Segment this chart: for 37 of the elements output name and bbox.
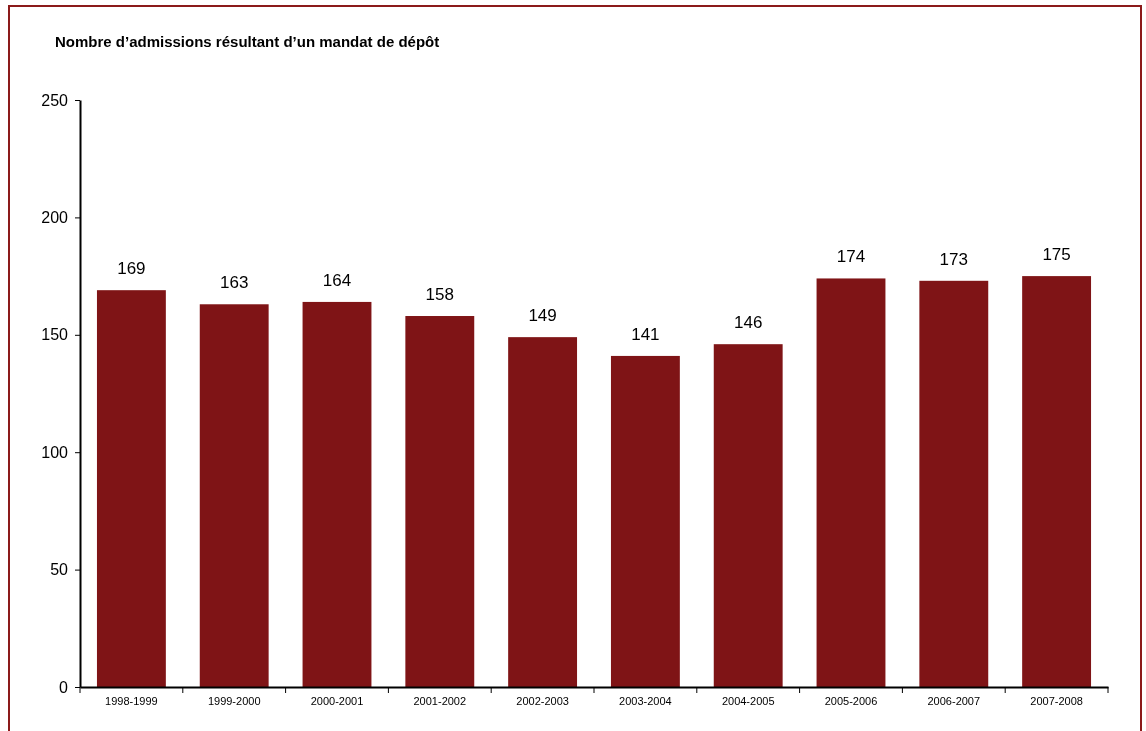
x-tick-label: 1999-2000 bbox=[207, 694, 261, 707]
bar bbox=[96, 290, 166, 687]
x-tick-label: 2000-2001 bbox=[310, 694, 364, 707]
data-label: 173 bbox=[939, 249, 968, 269]
chart-title: Nombre d’admissions résultant d’un mandat de dépôt bbox=[55, 33, 440, 50]
x-tick-label: 2005-2006 bbox=[824, 694, 878, 707]
data-label: 174 bbox=[836, 247, 866, 267]
data-label: 164 bbox=[322, 270, 352, 290]
data-label: 158 bbox=[425, 285, 454, 305]
x-tick-label: 2001-2002 bbox=[413, 694, 467, 707]
data-label: 146 bbox=[734, 313, 763, 333]
bar bbox=[508, 337, 578, 687]
y-tick-label: 0 bbox=[59, 678, 69, 696]
y-tick-label: 200 bbox=[41, 209, 69, 227]
data-label: 163 bbox=[220, 273, 249, 293]
x-tick-label: 1998-1999 bbox=[105, 694, 158, 707]
data-label: 149 bbox=[528, 306, 557, 326]
bar bbox=[816, 278, 886, 687]
y-tick-label: 150 bbox=[41, 326, 69, 344]
bar bbox=[610, 355, 680, 687]
x-tick-label: 2004-2005 bbox=[721, 694, 775, 707]
bar bbox=[405, 316, 475, 687]
bar bbox=[199, 304, 269, 687]
bar bbox=[1022, 276, 1092, 687]
x-tick-label: 2002-2003 bbox=[516, 694, 569, 707]
y-tick-label: 250 bbox=[41, 91, 69, 109]
y-tick-label: 50 bbox=[50, 561, 69, 579]
x-tick-label: 2006-2007 bbox=[927, 694, 981, 707]
x-tick-label: 2007-2008 bbox=[1030, 694, 1083, 707]
data-label: 141 bbox=[631, 324, 660, 344]
y-tick-label: 100 bbox=[41, 443, 69, 461]
bar bbox=[919, 280, 989, 687]
x-tick-label: 2003-2004 bbox=[619, 694, 672, 707]
data-label: 175 bbox=[1042, 245, 1071, 265]
data-label: 169 bbox=[117, 259, 146, 279]
bar bbox=[302, 301, 372, 687]
bar bbox=[713, 344, 783, 687]
